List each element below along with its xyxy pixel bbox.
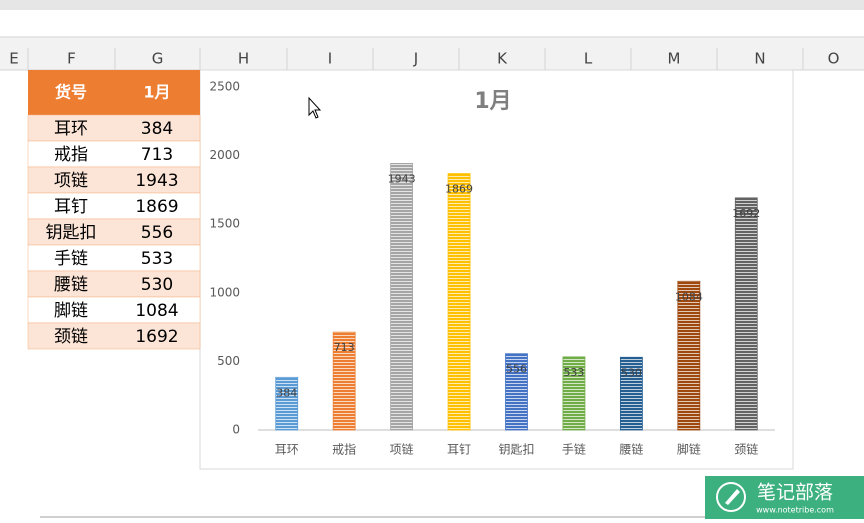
table-cell: 耳钉 — [54, 197, 88, 217]
watermark-icon — [716, 482, 746, 512]
table-cell: 384 — [141, 119, 173, 139]
data-label: 713 — [334, 341, 355, 354]
y-tick-label: 2000 — [209, 148, 240, 162]
table-row — [27, 322, 201, 350]
table-cell: 530 — [141, 275, 173, 295]
table-cell: 腰链 — [54, 275, 88, 295]
table-cell: 713 — [141, 145, 173, 165]
column-letter: G — [152, 50, 164, 68]
watermark-title: 笔记部落 — [757, 482, 833, 504]
data-label: 530 — [621, 366, 642, 379]
table-cell: 1869 — [135, 197, 178, 217]
watermark-url: www.notetribe.com — [756, 506, 834, 515]
x-tick-label: 戒指 — [332, 442, 356, 457]
table-cell: 533 — [141, 249, 173, 269]
table-cell: 戒指 — [54, 145, 88, 165]
x-tick-label: 钥匙扣 — [498, 443, 534, 457]
data-label: 556 — [506, 363, 527, 376]
column-letter: J — [413, 50, 418, 68]
table-header-cell: 货号 — [55, 83, 87, 102]
watermark-icon — [725, 489, 740, 505]
x-tick-label: 腰链 — [619, 442, 643, 457]
bar — [332, 331, 356, 431]
data-label: 1869 — [445, 183, 473, 196]
data-label: 384 — [276, 386, 297, 399]
column-letter: E — [9, 50, 18, 68]
toolbar — [0, 0, 864, 10]
table-row — [27, 192, 201, 220]
table-row — [27, 114, 201, 142]
table-cell: 耳环 — [54, 119, 88, 139]
table-cell: 556 — [141, 223, 173, 243]
table-cell: 颈链 — [54, 327, 88, 347]
x-tick-label: 耳环 — [275, 443, 299, 457]
table-header-cell: 1月 — [143, 83, 170, 102]
table-row — [27, 166, 201, 194]
y-tick-label: 2500 — [209, 80, 240, 94]
table-cell: 脚链 — [54, 301, 88, 321]
x-tick-label: 项链 — [390, 442, 414, 457]
table-row — [27, 140, 201, 168]
table-cell: 1084 — [135, 301, 178, 321]
x-tick-label: 脚链 — [677, 442, 701, 457]
bar — [447, 173, 471, 431]
column-letter: O — [828, 50, 840, 68]
table-cell: 1943 — [135, 171, 178, 191]
y-tick-label: 1000 — [209, 285, 240, 299]
data-label: 1943 — [388, 172, 416, 185]
x-tick-label: 耳钉 — [447, 443, 471, 457]
bar — [562, 356, 586, 431]
table-row — [27, 296, 201, 324]
column-letter: K — [497, 50, 508, 68]
bar — [505, 353, 528, 431]
table-cell: 1692 — [135, 327, 178, 347]
y-tick-label: 1500 — [209, 217, 240, 231]
column-letter: H — [238, 50, 249, 68]
bar — [734, 197, 758, 431]
x-tick-label: 颈链 — [734, 442, 758, 457]
chart-title: 1月 — [474, 89, 511, 114]
x-tick-label: 手链 — [562, 442, 586, 457]
table-row — [27, 244, 201, 272]
column-letter: F — [67, 50, 76, 68]
table-header — [28, 70, 200, 115]
column-letter: L — [584, 50, 593, 68]
column-header-bar — [0, 37, 864, 70]
mouse-cursor — [308, 96, 322, 119]
y-tick-label: 500 — [217, 354, 240, 368]
table-cell: 钥匙扣 — [46, 223, 97, 243]
column-letter: M — [668, 50, 681, 68]
column-letter: N — [754, 50, 765, 68]
bar — [677, 280, 701, 431]
bar — [619, 356, 643, 431]
bar — [390, 163, 414, 431]
table-cell: 项链 — [54, 171, 88, 191]
table-row — [27, 270, 201, 298]
data-label: 1084 — [675, 290, 703, 303]
column-letter: I — [328, 50, 332, 68]
table-row — [27, 218, 201, 246]
table-cell: 手链 — [54, 249, 88, 269]
y-tick-label: 0 — [232, 423, 240, 437]
bar — [275, 376, 299, 431]
data-label: 1692 — [732, 207, 760, 220]
data-label: 533 — [563, 366, 584, 379]
